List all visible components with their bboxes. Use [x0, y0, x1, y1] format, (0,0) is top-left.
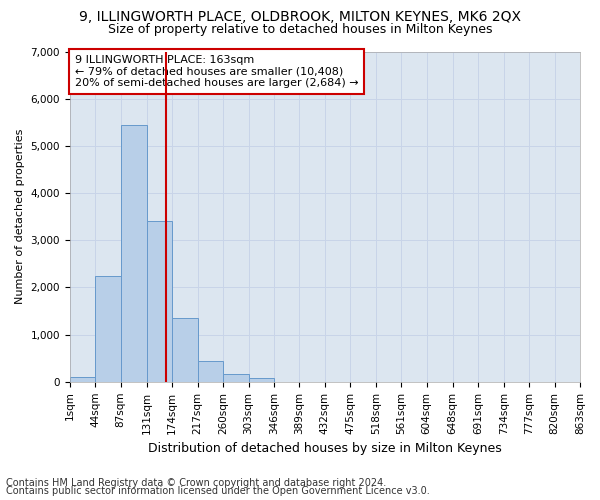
Bar [172, 318, 197, 382]
Bar [95, 276, 121, 382]
Bar [121, 124, 147, 382]
Text: 9 ILLINGWORTH PLACE: 163sqm
← 79% of detached houses are smaller (10,408)
20% of: 9 ILLINGWORTH PLACE: 163sqm ← 79% of det… [75, 55, 359, 88]
Text: Size of property relative to detached houses in Milton Keynes: Size of property relative to detached ho… [108, 22, 492, 36]
Bar [197, 360, 223, 382]
Bar [147, 222, 172, 382]
Bar [70, 377, 95, 382]
Bar [223, 374, 248, 382]
Bar [248, 378, 274, 382]
Text: Contains HM Land Registry data © Crown copyright and database right 2024.: Contains HM Land Registry data © Crown c… [6, 478, 386, 488]
Text: 9, ILLINGWORTH PLACE, OLDBROOK, MILTON KEYNES, MK6 2QX: 9, ILLINGWORTH PLACE, OLDBROOK, MILTON K… [79, 10, 521, 24]
Text: Contains public sector information licensed under the Open Government Licence v3: Contains public sector information licen… [6, 486, 430, 496]
Y-axis label: Number of detached properties: Number of detached properties [15, 129, 25, 304]
X-axis label: Distribution of detached houses by size in Milton Keynes: Distribution of detached houses by size … [148, 442, 502, 455]
